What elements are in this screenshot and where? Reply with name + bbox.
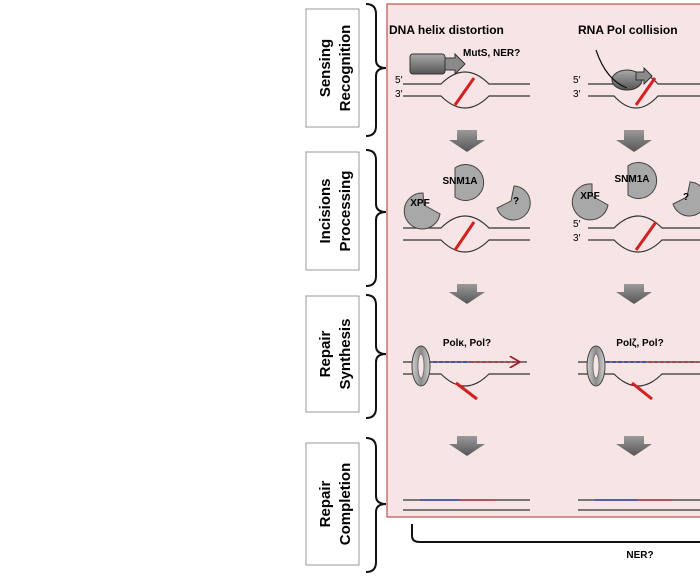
three-prime-label: 3′ (573, 233, 581, 244)
snm1a-protein: SNM1A (442, 164, 485, 201)
lesion-crosslink (634, 77, 657, 106)
xpf-protein: XPF (403, 192, 441, 230)
xpf-protein: XPF (571, 183, 609, 221)
stage-label-line1: Sensing (317, 39, 334, 97)
stage-label-line1: Incisions (317, 178, 334, 243)
stage-box-completion: Repair Completion (305, 442, 360, 566)
rna-polymerase (595, 49, 653, 91)
stage-label-line2: Synthesis (337, 319, 354, 390)
pcna-clamp (586, 345, 606, 387)
five-prime-label: 5′ (573, 219, 581, 230)
lesion-crosslink (634, 221, 658, 251)
down-arrow (616, 436, 652, 456)
stage-label-line2: Completion (337, 463, 354, 546)
stage-box-synthesis: Repair Synthesis (305, 295, 360, 413)
left-sensing-dna (403, 71, 530, 109)
bottom-label: NER? (626, 550, 653, 561)
xpf-label: XPF (580, 191, 599, 202)
three-prime-label: 3′ (573, 89, 581, 100)
stage-label-line2: Recognition (337, 25, 354, 112)
stage-label-line1: Repair (317, 480, 334, 527)
right-incision-dna (588, 215, 700, 253)
polymerase-label: Polκ, Pol? (443, 338, 491, 349)
lesion-crosslink (453, 77, 476, 106)
stage-label-line2: Processing (337, 171, 354, 252)
snm1a-label: SNM1A (614, 174, 649, 185)
muts-sensor (409, 52, 466, 76)
down-arrow (449, 284, 485, 304)
down-arrow (449, 130, 485, 152)
sensor-label: MutS, NER? (463, 48, 520, 59)
right-column-title: RNA Pol collision (578, 23, 678, 37)
bottom-bracket (411, 524, 700, 543)
unknown-nuclease: ? (496, 185, 531, 221)
left-column-title: DNA helix distortion (389, 23, 504, 37)
lesion-crosslink (453, 221, 476, 251)
snm1a-protein: SNM1A (614, 162, 658, 199)
unknown-nuclease: ? (672, 181, 700, 217)
down-arrow (449, 436, 485, 456)
left-incision-dna (403, 215, 530, 253)
three-prime-label: 3′ (395, 89, 403, 100)
snm1a-label: SNM1A (442, 176, 477, 187)
down-arrow (616, 130, 652, 152)
unknown-label: ? (513, 196, 519, 207)
xpf-label: XPF (410, 198, 429, 209)
lesion-remnant (455, 381, 478, 401)
stage-label-line1: Repair (317, 330, 334, 377)
stage-box-sensing: Sensing Recognition (305, 8, 360, 128)
pcna-clamp (411, 345, 431, 387)
stage-box-incisions: Incisions Processing (305, 151, 360, 271)
stage-brackets (365, 3, 387, 573)
left-completion-dna (403, 499, 530, 511)
down-arrow (616, 284, 652, 304)
polymerase-label: Polζ, Pol? (616, 338, 663, 349)
lesion-remnant (631, 381, 653, 401)
five-prime-label: 5′ (395, 75, 403, 86)
five-prime-label: 5′ (573, 75, 581, 86)
right-completion-dna (578, 499, 700, 511)
unknown-label: ? (683, 192, 689, 203)
